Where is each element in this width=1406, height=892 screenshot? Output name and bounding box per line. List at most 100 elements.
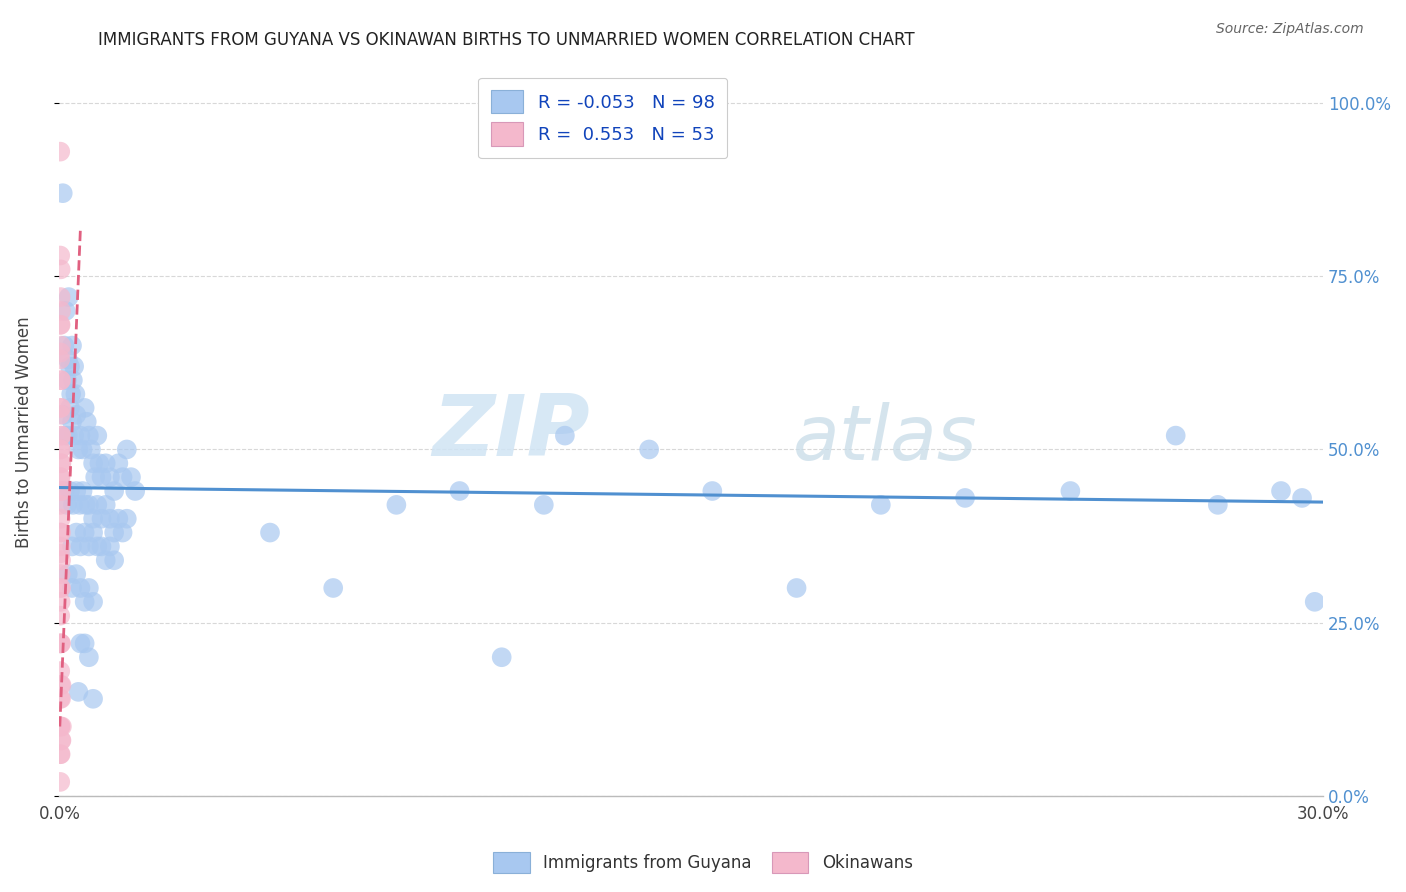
- Point: [65, 408, 87, 422]
- Text: Source: ZipAtlas.com: Source: ZipAtlas.com: [1216, 22, 1364, 37]
- Point: [82, 525, 104, 540]
- Point: [49, 304, 72, 318]
- Point: [49, 581, 72, 595]
- Point: [49, 470, 72, 484]
- Point: [49, 540, 72, 554]
- Point: [49, 608, 72, 623]
- Point: [67, 685, 90, 699]
- Point: [1164, 428, 1187, 442]
- Point: [69, 636, 91, 650]
- Point: [73, 636, 96, 650]
- Point: [786, 581, 808, 595]
- Point: [65, 483, 87, 498]
- Point: [49, 498, 72, 512]
- Point: [94, 498, 117, 512]
- Point: [55, 304, 77, 318]
- Point: [98, 470, 121, 484]
- Point: [49, 546, 72, 560]
- Point: [49, 442, 72, 457]
- Point: [86, 428, 108, 442]
- Point: [62, 373, 84, 387]
- Point: [49, 512, 72, 526]
- Point: [49, 373, 72, 387]
- Point: [107, 456, 129, 470]
- Point: [82, 595, 104, 609]
- Point: [90, 470, 112, 484]
- Point: [491, 650, 513, 665]
- Point: [49, 719, 72, 733]
- Point: [56, 352, 79, 367]
- Point: [385, 498, 408, 512]
- Point: [124, 483, 146, 498]
- Point: [73, 401, 96, 415]
- Point: [56, 428, 79, 442]
- Point: [869, 498, 891, 512]
- Point: [86, 498, 108, 512]
- Point: [49, 691, 72, 706]
- Point: [53, 483, 76, 498]
- Point: [53, 338, 76, 352]
- Point: [82, 456, 104, 470]
- Point: [533, 498, 555, 512]
- Point: [638, 442, 661, 457]
- Point: [115, 512, 138, 526]
- Text: ZIP: ZIP: [433, 391, 591, 474]
- Point: [49, 318, 72, 332]
- Point: [51, 719, 73, 733]
- Point: [77, 540, 100, 554]
- Point: [322, 581, 344, 595]
- Point: [49, 401, 72, 415]
- Point: [77, 581, 100, 595]
- Point: [49, 248, 72, 262]
- Point: [60, 540, 83, 554]
- Point: [115, 442, 138, 457]
- Text: IMMIGRANTS FROM GUYANA VS OKINAWAN BIRTHS TO UNMARRIED WOMEN CORRELATION CHART: IMMIGRANTS FROM GUYANA VS OKINAWAN BIRTH…: [98, 31, 915, 49]
- Point: [56, 373, 79, 387]
- Point: [49, 747, 72, 762]
- Point: [49, 290, 72, 304]
- Point: [58, 290, 80, 304]
- Point: [51, 678, 73, 692]
- Point: [90, 540, 112, 554]
- Point: [1270, 483, 1292, 498]
- Point: [120, 470, 142, 484]
- Point: [65, 567, 87, 582]
- Point: [63, 359, 86, 374]
- Point: [69, 428, 91, 442]
- Point: [554, 428, 576, 442]
- Point: [49, 525, 72, 540]
- Point: [49, 678, 72, 692]
- Point: [49, 525, 72, 540]
- Point: [49, 719, 72, 733]
- Point: [90, 512, 112, 526]
- Point: [67, 442, 90, 457]
- Point: [98, 540, 121, 554]
- Point: [59, 401, 82, 415]
- Point: [60, 338, 83, 352]
- Point: [84, 470, 107, 484]
- Y-axis label: Births to Unmarried Women: Births to Unmarried Women: [15, 317, 32, 548]
- Point: [259, 525, 281, 540]
- Point: [49, 352, 72, 367]
- Point: [1303, 595, 1326, 609]
- Point: [65, 525, 87, 540]
- Point: [49, 636, 72, 650]
- Point: [49, 442, 72, 457]
- Point: [49, 345, 72, 359]
- Point: [52, 408, 75, 422]
- Point: [1206, 498, 1229, 512]
- Point: [49, 636, 72, 650]
- Point: [89, 456, 111, 470]
- Text: atlas: atlas: [793, 402, 977, 476]
- Point: [73, 595, 96, 609]
- Point: [49, 775, 72, 789]
- Point: [49, 483, 72, 498]
- Point: [49, 373, 72, 387]
- Point: [49, 318, 72, 332]
- Point: [56, 498, 79, 512]
- Point: [69, 498, 91, 512]
- Legend: Immigrants from Guyana, Okinawans: Immigrants from Guyana, Okinawans: [486, 846, 920, 880]
- Point: [103, 553, 125, 567]
- Point: [65, 387, 87, 401]
- Point: [49, 567, 72, 582]
